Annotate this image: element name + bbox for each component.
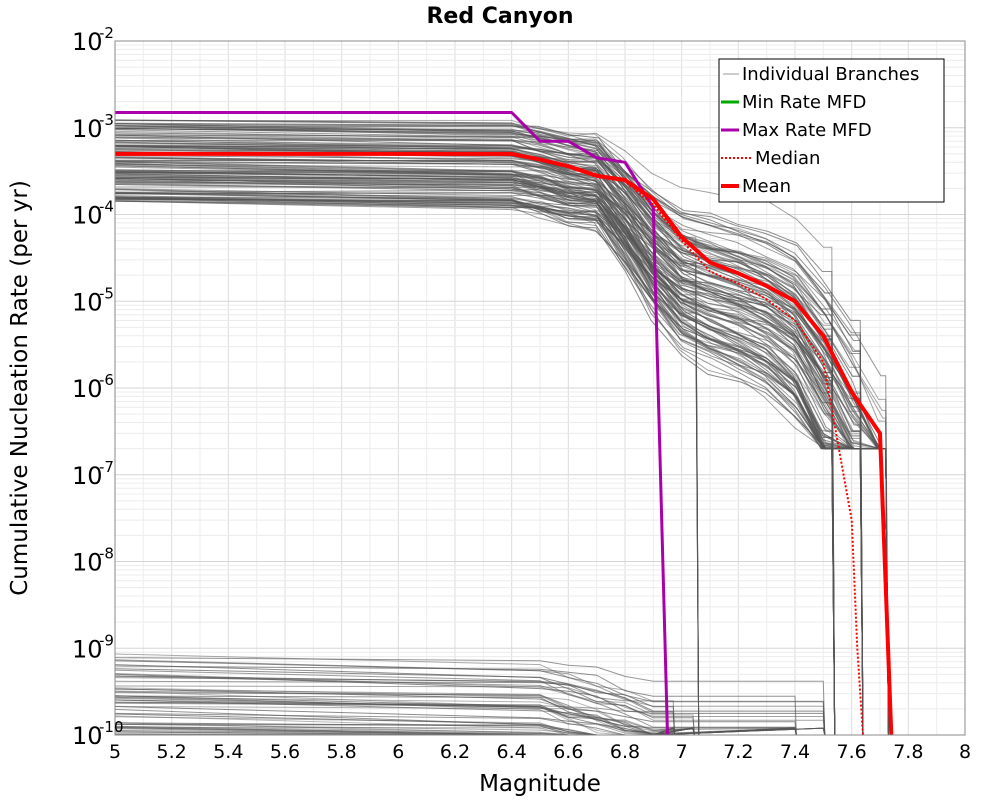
x-tick-label: 8	[959, 741, 971, 763]
branch-line	[114, 701, 797, 736]
y-tick-base: 10	[72, 288, 103, 316]
x-tick-label: 7.8	[893, 741, 923, 763]
y-tick-exponent: -4	[99, 198, 114, 216]
y-tick-base: 10	[72, 722, 103, 750]
y-tick-label: 10-3	[72, 111, 114, 143]
y-tick-base: 10	[72, 202, 103, 230]
branch-line	[114, 173, 836, 736]
branch-line	[114, 184, 889, 736]
x-tick-label: 6.2	[440, 741, 470, 763]
y-tick-label: 10-5	[72, 284, 114, 316]
y-tick-base: 10	[72, 28, 103, 56]
branch-line	[114, 200, 836, 736]
x-tick-label: 6	[392, 741, 404, 763]
x-tick-label: 7	[676, 741, 688, 763]
x-tick-label: 7.4	[780, 741, 810, 763]
y-tick-base: 10	[72, 375, 103, 403]
branch-line	[114, 695, 676, 736]
branch-line	[114, 133, 864, 736]
y-tick-base: 10	[72, 115, 103, 143]
branch-line	[114, 685, 826, 736]
branch-line	[114, 197, 836, 736]
branch-line	[114, 119, 864, 736]
branch-line	[114, 688, 695, 736]
branch-line	[114, 137, 864, 736]
series-mean	[115, 151, 894, 736]
y-tick-exponent: -5	[99, 284, 114, 302]
y-tick-exponent: -7	[99, 458, 114, 476]
legend: Individual Branches Min Rate MFD Max Rat…	[718, 58, 945, 203]
x-tick-label: 7.2	[723, 741, 753, 763]
x-tick-label: 5.2	[157, 741, 187, 763]
branch-line	[114, 697, 676, 736]
y-tick-label: 10-9	[72, 631, 114, 663]
branch-line	[114, 673, 695, 736]
x-axis-ticks: 5 5.2 5.4 5.6 5.8 6 6.2 6.4 6.6 6.8 7 7.2 7.4 7.6 7.8 8	[109, 741, 971, 763]
y-tick-base: 10	[72, 635, 103, 663]
branch-line	[114, 188, 836, 736]
branch-line	[114, 144, 836, 736]
branch-line	[114, 170, 864, 736]
x-tick-label: 6.6	[553, 741, 583, 763]
legend-label-median: Median	[755, 148, 820, 169]
branch-line	[114, 125, 864, 736]
y-tick-base: 10	[72, 462, 103, 490]
branch-line	[114, 673, 826, 736]
legend-label-mean: Mean	[742, 176, 791, 197]
y-tick-exponent: -9	[99, 631, 114, 649]
y-tick-exponent: -2	[99, 24, 114, 42]
x-axis-label: Magnitude	[479, 771, 601, 797]
y-tick-exponent: -8	[99, 545, 114, 563]
branch-line	[114, 160, 836, 736]
branch-line	[114, 191, 836, 736]
x-tick-label: 7.6	[837, 741, 867, 763]
y-tick-label: 10-10	[72, 718, 124, 750]
x-tick-label: 5.6	[270, 741, 300, 763]
branch-line	[114, 188, 836, 736]
branch-line	[114, 665, 797, 736]
x-tick-label: 5.4	[213, 741, 243, 763]
branch-line	[114, 132, 864, 736]
branch-line	[114, 687, 797, 736]
y-tick-exponent: -10	[99, 718, 124, 736]
y-axis-label: Cumulative Nucleation Rate (per yr)	[7, 180, 33, 596]
branch-line	[114, 688, 797, 736]
x-tick-label: 5.8	[327, 741, 357, 763]
x-tick-label: 6.4	[497, 741, 527, 763]
branch-line	[114, 657, 826, 736]
x-tick-label: 5	[109, 741, 121, 763]
branch-line	[114, 197, 889, 736]
branch-line	[114, 668, 676, 736]
legend-label-branches: Individual Branches	[742, 64, 919, 85]
branch-line	[114, 705, 695, 736]
branch-line	[114, 123, 889, 736]
y-tick-base: 10	[72, 549, 103, 577]
plot-frame	[114, 40, 966, 736]
legend-label-max-rate: Max Rate MFD	[742, 120, 872, 141]
y-tick-label: 10-2	[72, 24, 114, 56]
legend-box	[718, 58, 945, 203]
series-layer	[115, 111, 894, 736]
branch-line	[114, 199, 836, 736]
y-tick-label: 10-8	[72, 545, 114, 577]
branch-line	[114, 145, 864, 736]
y-tick-exponent: -3	[99, 111, 114, 129]
branch-line	[114, 125, 836, 736]
series-max-rate	[115, 111, 669, 736]
branch-line	[114, 659, 676, 736]
branch-line	[114, 122, 889, 736]
y-tick-label: 10-4	[72, 198, 114, 230]
y-tick-label: 10-7	[72, 458, 114, 490]
x-tick-label: 6.8	[610, 741, 640, 763]
branch-line	[114, 156, 700, 736]
chart-title: Red Canyon	[426, 4, 573, 29]
y-tick-label: 10-6	[72, 371, 114, 403]
branch-line	[114, 170, 700, 736]
legend-label-min-rate: Min Rate MFD	[742, 92, 866, 113]
y-tick-exponent: -6	[99, 371, 114, 389]
